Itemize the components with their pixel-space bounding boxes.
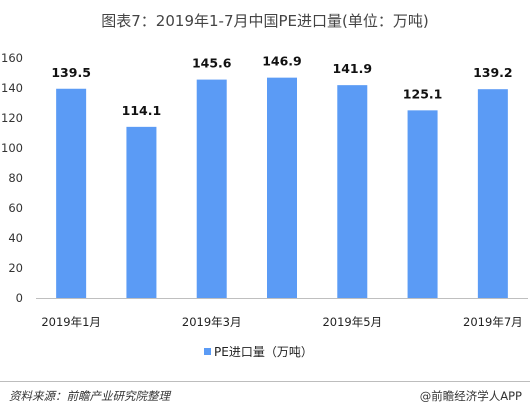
data-label: 125.1	[403, 86, 443, 101]
bar	[267, 77, 297, 299]
y-tick-label: 160	[1, 51, 23, 65]
y-tick-label: 120	[1, 111, 23, 125]
y-tick-label: 60	[8, 201, 23, 215]
data-label: 145.6	[192, 56, 232, 71]
x-tick-label: 2019年3月	[182, 315, 242, 329]
x-tick-label: 2019年7月	[463, 315, 523, 329]
y-tick-label: 40	[8, 231, 23, 245]
x-tick-label: 2019年1月	[41, 315, 101, 329]
source-note: 资料来源：前瞻产业研究院整理	[9, 389, 170, 403]
y-tick-label: 100	[1, 141, 23, 155]
footer: 资料来源：前瞻产业研究院整理 @前瞻经济学人APP	[0, 381, 530, 407]
y-tick-label: 20	[8, 261, 23, 275]
x-tick-label: 2019年5月	[322, 315, 382, 329]
bar	[337, 85, 368, 299]
y-tick-label: 80	[8, 171, 23, 185]
bar	[477, 89, 508, 298]
bar	[126, 126, 157, 298]
bar-chart: 图表7：2019年1-7月中国PE进口量(单位：万吨) 0 20 40 60 80 100…	[1, 12, 528, 359]
bar	[196, 79, 227, 298]
x-axis: 2019年1月 2019年3月 2019年5月 2019年7月	[36, 298, 528, 329]
value-labels: 139.5 114.1 145.6 146.9 141.9 125.1 139.2	[51, 54, 512, 118]
brand-credit: @前瞻经济学人APP	[419, 389, 522, 403]
data-label: 114.1	[122, 103, 162, 118]
y-tick-label: 140	[1, 81, 23, 95]
data-label: 141.9	[333, 61, 373, 76]
bar	[407, 110, 438, 298]
bar	[56, 88, 87, 298]
data-label: 139.2	[473, 65, 513, 80]
legend-swatch	[204, 348, 211, 355]
legend: PE进口量（万吨）	[204, 345, 313, 359]
data-label: 139.5	[51, 65, 91, 80]
chart-title: 图表7：2019年1-7月中国PE进口量(单位：万吨)	[101, 12, 428, 30]
bars	[56, 77, 508, 299]
y-axis: 0 20 40 60 80 100 120 140 160	[1, 51, 23, 305]
y-tick-label: 0	[16, 291, 23, 305]
data-label: 146.9	[262, 54, 302, 69]
legend-label: PE进口量（万吨）	[214, 345, 313, 359]
